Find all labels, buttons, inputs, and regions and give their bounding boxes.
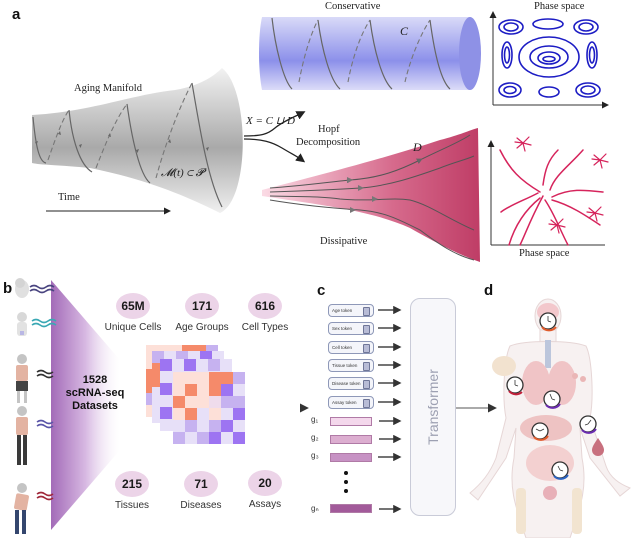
stat-label: Unique Cells (104, 322, 162, 333)
stat-value: 616 (248, 293, 282, 319)
panel-b-label: b (3, 280, 13, 297)
heatmap-front-grid (173, 372, 245, 444)
datasets-count: 1528 (82, 374, 108, 386)
stat-value: 65M (116, 293, 150, 319)
panel-c-label: c (317, 282, 326, 299)
document-icon (363, 399, 370, 408)
gene-bar-gn (330, 504, 372, 513)
token-disease: Disease token (328, 377, 374, 390)
stat-value: 71 (184, 471, 218, 497)
gene-label-gn: gₙ (311, 504, 319, 513)
adult-icon (16, 406, 28, 465)
token-age: Age token (328, 304, 374, 317)
phase-space-bottom-title: Phase space (519, 248, 570, 259)
infant-icon (17, 312, 27, 336)
human-body-organ-clocks (469, 298, 631, 538)
time-label: Time (58, 192, 80, 203)
decomposition-label: Decomposition (296, 137, 361, 148)
gene-bar-g3 (330, 453, 372, 462)
dissipative-title: Dissipative (320, 236, 368, 247)
stat-value: 215 (115, 471, 149, 497)
stat-diseases: 71 Diseases (166, 471, 236, 511)
stat-age-groups: 171 Age Groups (167, 293, 237, 333)
panel-a-label: a (12, 6, 21, 23)
document-icon (363, 362, 370, 371)
datasets-word: Datasets (72, 400, 118, 412)
document-icon (363, 344, 370, 353)
transformer-label: Transformer (425, 369, 441, 445)
stat-label: Age Groups (175, 322, 229, 333)
expression-heatmap-stack (146, 345, 251, 450)
conservative-title: Conservative (325, 1, 381, 12)
gene-label-g1: g₁ (311, 415, 319, 424)
phase-space-top-title: Phase space (534, 1, 585, 12)
token-assay: Assay token (328, 396, 374, 409)
datasets-type: scRNA-seq (65, 387, 125, 399)
elderly-icon (14, 483, 29, 534)
conservative-symbol: C (400, 24, 409, 38)
hopf-label: Hopf (318, 124, 340, 135)
stat-label: Assays (248, 499, 282, 510)
token-cell: Cell token (328, 341, 374, 354)
stat-value: 20 (248, 470, 282, 496)
stat-unique-cells: 65M Unique Cells (98, 293, 168, 333)
decomposition-formula: X = C ⊔ D (246, 115, 296, 127)
phase-space-bottom-plot (487, 136, 609, 246)
fetus-icon (15, 278, 29, 298)
transformer-block: Transformer (410, 298, 456, 516)
stat-label: Diseases (180, 500, 222, 511)
aging-manifold-label: Aging Manifold (74, 83, 142, 94)
aging-manifold-cone (32, 11, 609, 262)
stat-tissues: 215 Tissues (97, 471, 167, 511)
stat-value: 171 (185, 293, 219, 319)
phase-space-top-plot (489, 11, 609, 109)
dissipative-symbol: D (413, 140, 422, 154)
stat-assays: 20 Assays (230, 470, 300, 510)
gene-bar-g1 (330, 417, 372, 426)
gene-ellipsis (344, 471, 348, 493)
token-sex: Sex token (328, 322, 374, 335)
child-icon (16, 354, 28, 403)
panel-d-label: d (484, 282, 494, 299)
stat-cell-types: 616 Cell Types (230, 293, 300, 333)
gene-label-g2: g₂ (311, 433, 319, 442)
document-icon (363, 307, 370, 316)
stat-label: Cell Types (241, 322, 289, 333)
gene-label-g3: g₃ (311, 451, 319, 460)
datasets-label: 1528 scRNA-seq Datasets (58, 374, 132, 413)
document-icon (363, 325, 370, 334)
token-tissue: Tissue token (328, 359, 374, 372)
datasets-funnel (14, 278, 120, 534)
manifold-formula: 𝓜(t) ⊂ 𝓟 (161, 167, 204, 179)
document-icon (363, 380, 370, 389)
gene-bar-g2 (330, 435, 372, 444)
stat-label: Tissues (114, 500, 150, 511)
